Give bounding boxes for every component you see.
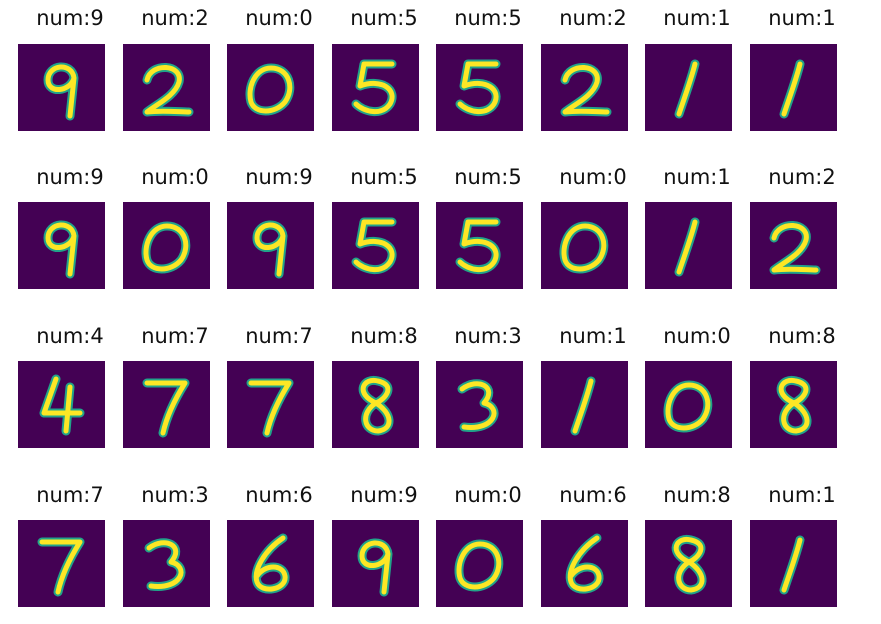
digit-image (227, 361, 314, 448)
digit-label: num:2 (559, 6, 627, 30)
digit-image (18, 202, 105, 289)
digit-image (645, 44, 732, 131)
digit-label: num:1 (559, 324, 627, 348)
digit-image (436, 361, 523, 448)
digit-stroke (253, 535, 288, 592)
digit-stroke (359, 540, 391, 595)
digit-stroke (144, 380, 188, 436)
digit-stroke (360, 377, 392, 434)
digit-image (18, 520, 105, 607)
digit-stroke (676, 61, 698, 117)
digit-label: num:6 (245, 483, 313, 507)
digit-stroke (45, 222, 77, 277)
digit-label: num:0 (559, 165, 627, 189)
digit-image (123, 361, 210, 448)
digit-image (123, 202, 210, 289)
digit-image (750, 520, 837, 607)
digit-stroke (673, 536, 705, 593)
digit-label: num:8 (663, 483, 731, 507)
digit-stroke (143, 223, 189, 272)
digit-label: num:5 (454, 165, 522, 189)
digit-image (436, 202, 523, 289)
digit-stroke (676, 219, 698, 275)
digit-label: num:0 (454, 483, 522, 507)
digit-stroke (781, 537, 803, 593)
digit-label: num:3 (141, 483, 209, 507)
digit-label: num:0 (245, 6, 313, 30)
digit-label: num:9 (245, 165, 313, 189)
digit-stroke (457, 219, 499, 272)
digit-stroke (778, 377, 810, 434)
digit-image (18, 44, 105, 131)
digit-stroke (353, 219, 395, 272)
digit-image (645, 361, 732, 448)
digit-image (227, 44, 314, 131)
digit-image (750, 361, 837, 448)
digit-label: num:8 (768, 324, 836, 348)
digit-image (332, 361, 419, 448)
digit-label: num:7 (36, 483, 104, 507)
digit-label: num:2 (768, 165, 836, 189)
digit-image (541, 202, 628, 289)
digit-stroke (456, 541, 502, 590)
digit-stroke (781, 61, 803, 117)
digit-stroke (248, 380, 292, 436)
digit-label: num:2 (141, 6, 209, 30)
digit-image (123, 44, 210, 131)
digit-stroke (254, 222, 286, 277)
digit-stroke (567, 535, 602, 592)
digit-image (750, 44, 837, 131)
digit-stroke (665, 382, 711, 431)
digit-label: num:9 (350, 483, 418, 507)
digit-label: num:9 (36, 6, 104, 30)
digit-stroke (561, 223, 607, 272)
digit-label: num:5 (350, 165, 418, 189)
digit-label: num:7 (141, 324, 209, 348)
digit-image (332, 202, 419, 289)
digit-image (227, 520, 314, 607)
digit-label: num:7 (245, 324, 313, 348)
digit-image (541, 361, 628, 448)
digit-label: num:4 (36, 324, 104, 348)
digit-image (645, 520, 732, 607)
digit-label: num:1 (768, 483, 836, 507)
digit-stroke (45, 64, 77, 119)
digit-label: num:3 (454, 324, 522, 348)
digit-stroke (457, 61, 499, 114)
digit-image (541, 44, 628, 131)
digit-stroke (247, 65, 293, 114)
digit-image (436, 520, 523, 607)
digit-stroke (144, 65, 192, 115)
digit-label: num:8 (350, 324, 418, 348)
digit-label: num:5 (350, 6, 418, 30)
digit-image (227, 202, 314, 289)
digit-stroke (41, 376, 83, 434)
digit-image (541, 520, 628, 607)
digit-label: num:0 (663, 324, 731, 348)
digit-label: num:5 (454, 6, 522, 30)
digit-image (18, 361, 105, 448)
digit-label: num:9 (36, 165, 104, 189)
digit-image (436, 44, 523, 131)
digit-image (750, 202, 837, 289)
digit-stroke (562, 65, 610, 115)
digit-label: num:1 (663, 165, 731, 189)
digit-label: num:1 (663, 6, 731, 30)
digit-image (123, 520, 210, 607)
digit-stroke (146, 540, 184, 589)
digit-stroke (459, 381, 497, 430)
digit-stroke (39, 539, 83, 595)
digit-label: num:6 (559, 483, 627, 507)
digit-label: num:1 (768, 6, 836, 30)
digit-label: num:0 (141, 165, 209, 189)
digit-image (332, 520, 419, 607)
digit-image (645, 202, 732, 289)
digit-stroke (353, 61, 395, 114)
digit-stroke (771, 223, 819, 273)
digit-image (332, 44, 419, 131)
digit-stroke (572, 378, 594, 434)
